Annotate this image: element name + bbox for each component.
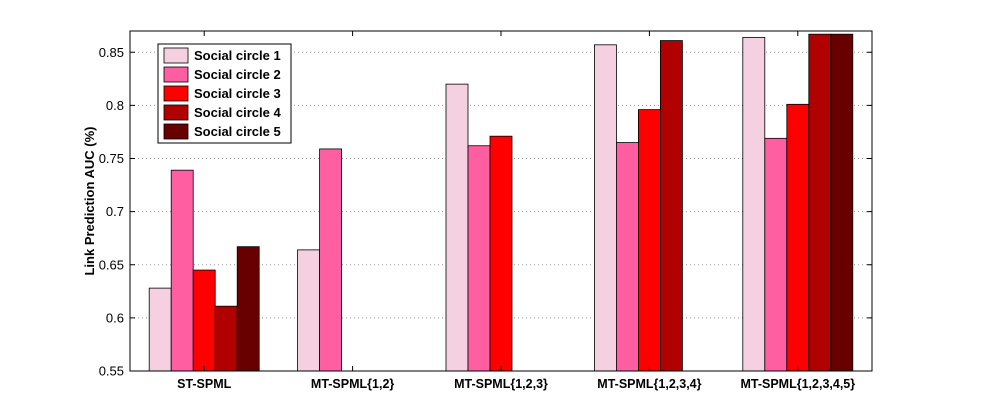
legend-swatch — [163, 66, 189, 83]
bar — [170, 169, 194, 372]
y-tick-label: 0.6 — [106, 310, 124, 325]
legend-label: Social circle 2 — [194, 67, 281, 82]
bar — [236, 246, 260, 372]
bar — [594, 44, 617, 372]
legend-label: Social circle 1 — [194, 48, 281, 63]
legend-label: Social circle 4 — [194, 105, 281, 120]
y-tick-label: 0.85 — [99, 45, 124, 60]
bar — [148, 287, 172, 372]
bar — [638, 109, 661, 372]
x-category-label: MT-SPML{1,2,3} — [454, 377, 548, 391]
x-category-label: ST-SPML — [177, 377, 232, 391]
legend-swatch — [163, 47, 189, 64]
x-category-label: MT-SPML{1,2} — [311, 377, 394, 391]
legend-swatch — [163, 104, 189, 121]
bar — [616, 142, 639, 372]
y-axis: 0.55 0.6 0.65 0.7 0.75 0.8 0.85 — [99, 45, 872, 379]
x-axis: ST-SPML MT-SPML{1,2} MT-SPML{1,2,3} MT-SPML… — [177, 31, 855, 391]
y-tick-label: 0.7 — [106, 204, 124, 219]
bars-group — [148, 33, 854, 372]
legend-swatch — [163, 85, 189, 102]
bar — [764, 137, 788, 372]
bar — [445, 83, 469, 372]
legend-swatch — [163, 123, 189, 140]
legend-label: Social circle 5 — [194, 124, 281, 139]
legend: Social circle 1 Social circle 2 Social cir… — [157, 43, 292, 144]
bar — [742, 36, 766, 372]
y-tick-label: 0.55 — [99, 364, 124, 379]
bar — [808, 33, 832, 372]
bar — [192, 269, 216, 372]
bar — [489, 135, 513, 372]
bar — [467, 145, 491, 372]
x-category-label: MT-SPML{1,2,3,4,5} — [740, 377, 855, 391]
bar — [297, 249, 321, 372]
bar — [214, 305, 238, 372]
bar — [319, 148, 343, 372]
bar — [786, 103, 810, 372]
legend-label: Social circle 3 — [194, 86, 281, 101]
y-axis-title: Link Prediction AUC (%) — [82, 126, 97, 275]
bar — [830, 33, 854, 372]
x-category-label: MT-SPML{1,2,3,4} — [597, 377, 701, 391]
bar — [660, 40, 683, 372]
y-tick-label: 0.8 — [106, 98, 124, 113]
y-tick-label: 0.75 — [99, 151, 124, 166]
y-tick-label: 0.65 — [99, 257, 124, 272]
